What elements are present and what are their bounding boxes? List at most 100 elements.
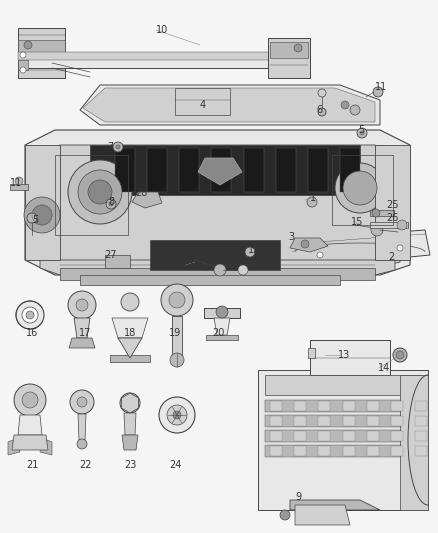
Circle shape [216, 306, 228, 318]
Circle shape [173, 411, 181, 419]
Text: 25: 25 [386, 200, 399, 210]
Polygon shape [290, 500, 380, 510]
Bar [270, 431, 282, 441]
Polygon shape [25, 130, 410, 275]
Polygon shape [265, 375, 422, 395]
Polygon shape [179, 148, 199, 192]
Bar [391, 416, 403, 426]
Circle shape [24, 56, 32, 64]
Circle shape [371, 224, 383, 236]
Circle shape [318, 89, 326, 97]
Polygon shape [340, 148, 360, 192]
Circle shape [373, 87, 383, 97]
Polygon shape [80, 275, 340, 285]
Polygon shape [121, 393, 139, 413]
Text: 1: 1 [310, 193, 316, 203]
Text: 8: 8 [108, 197, 114, 207]
Circle shape [24, 197, 60, 233]
Text: 27: 27 [104, 250, 117, 260]
Polygon shape [400, 375, 428, 510]
Polygon shape [83, 88, 375, 122]
Text: 18: 18 [124, 328, 136, 338]
Bar [343, 416, 354, 426]
Text: 22: 22 [79, 460, 91, 470]
Circle shape [27, 213, 37, 223]
Circle shape [307, 197, 317, 207]
Circle shape [317, 252, 323, 258]
Bar [270, 416, 282, 426]
Bar [391, 401, 403, 411]
Circle shape [77, 439, 87, 449]
Bar [367, 431, 379, 441]
Polygon shape [204, 308, 240, 318]
Polygon shape [265, 400, 422, 412]
Circle shape [335, 163, 385, 213]
Circle shape [14, 384, 46, 416]
Bar [367, 401, 379, 411]
Bar [318, 431, 330, 441]
Bar [343, 401, 354, 411]
Polygon shape [265, 415, 422, 427]
Circle shape [106, 199, 116, 209]
Bar [294, 401, 306, 411]
Bar [318, 401, 330, 411]
Polygon shape [105, 255, 130, 268]
Circle shape [15, 177, 23, 185]
Bar [415, 446, 427, 456]
Polygon shape [69, 338, 95, 348]
Text: 26: 26 [386, 213, 399, 223]
Text: 7: 7 [107, 142, 113, 152]
Text: 15: 15 [185, 260, 198, 270]
Bar [415, 431, 427, 441]
Circle shape [26, 311, 34, 319]
Polygon shape [12, 435, 48, 450]
Polygon shape [370, 222, 408, 228]
Circle shape [22, 307, 38, 323]
Circle shape [88, 180, 112, 204]
Text: 10: 10 [156, 25, 168, 35]
Polygon shape [112, 318, 148, 338]
Circle shape [393, 348, 407, 362]
Polygon shape [124, 413, 136, 435]
Circle shape [396, 351, 404, 359]
Circle shape [397, 245, 403, 251]
Polygon shape [265, 430, 422, 442]
Text: 19: 19 [169, 328, 181, 338]
Text: 4: 4 [200, 100, 206, 110]
Circle shape [170, 353, 184, 367]
Circle shape [318, 108, 326, 116]
Text: 9: 9 [295, 492, 301, 502]
Polygon shape [18, 28, 65, 78]
Circle shape [116, 145, 120, 149]
Polygon shape [78, 414, 86, 440]
Circle shape [245, 247, 255, 257]
Polygon shape [270, 42, 308, 58]
Polygon shape [244, 148, 264, 192]
Polygon shape [122, 435, 138, 450]
Bar [270, 401, 282, 411]
Circle shape [120, 393, 140, 413]
Circle shape [280, 510, 290, 520]
Circle shape [113, 142, 123, 152]
Circle shape [20, 52, 26, 58]
Circle shape [357, 128, 367, 138]
Text: 6: 6 [316, 105, 322, 115]
Text: 24: 24 [169, 460, 181, 470]
Polygon shape [147, 148, 167, 192]
Text: 28: 28 [135, 188, 147, 198]
Bar [310, 340, 390, 375]
Polygon shape [18, 52, 310, 68]
Polygon shape [276, 148, 296, 192]
Polygon shape [40, 255, 395, 275]
Polygon shape [198, 158, 242, 185]
Polygon shape [206, 335, 238, 340]
Polygon shape [308, 148, 328, 192]
Polygon shape [308, 348, 315, 358]
Polygon shape [8, 438, 20, 455]
Text: 12: 12 [248, 245, 260, 255]
Circle shape [70, 390, 94, 414]
Bar [294, 416, 306, 426]
Circle shape [343, 171, 377, 205]
Bar [391, 431, 403, 441]
Text: 16: 16 [26, 328, 38, 338]
